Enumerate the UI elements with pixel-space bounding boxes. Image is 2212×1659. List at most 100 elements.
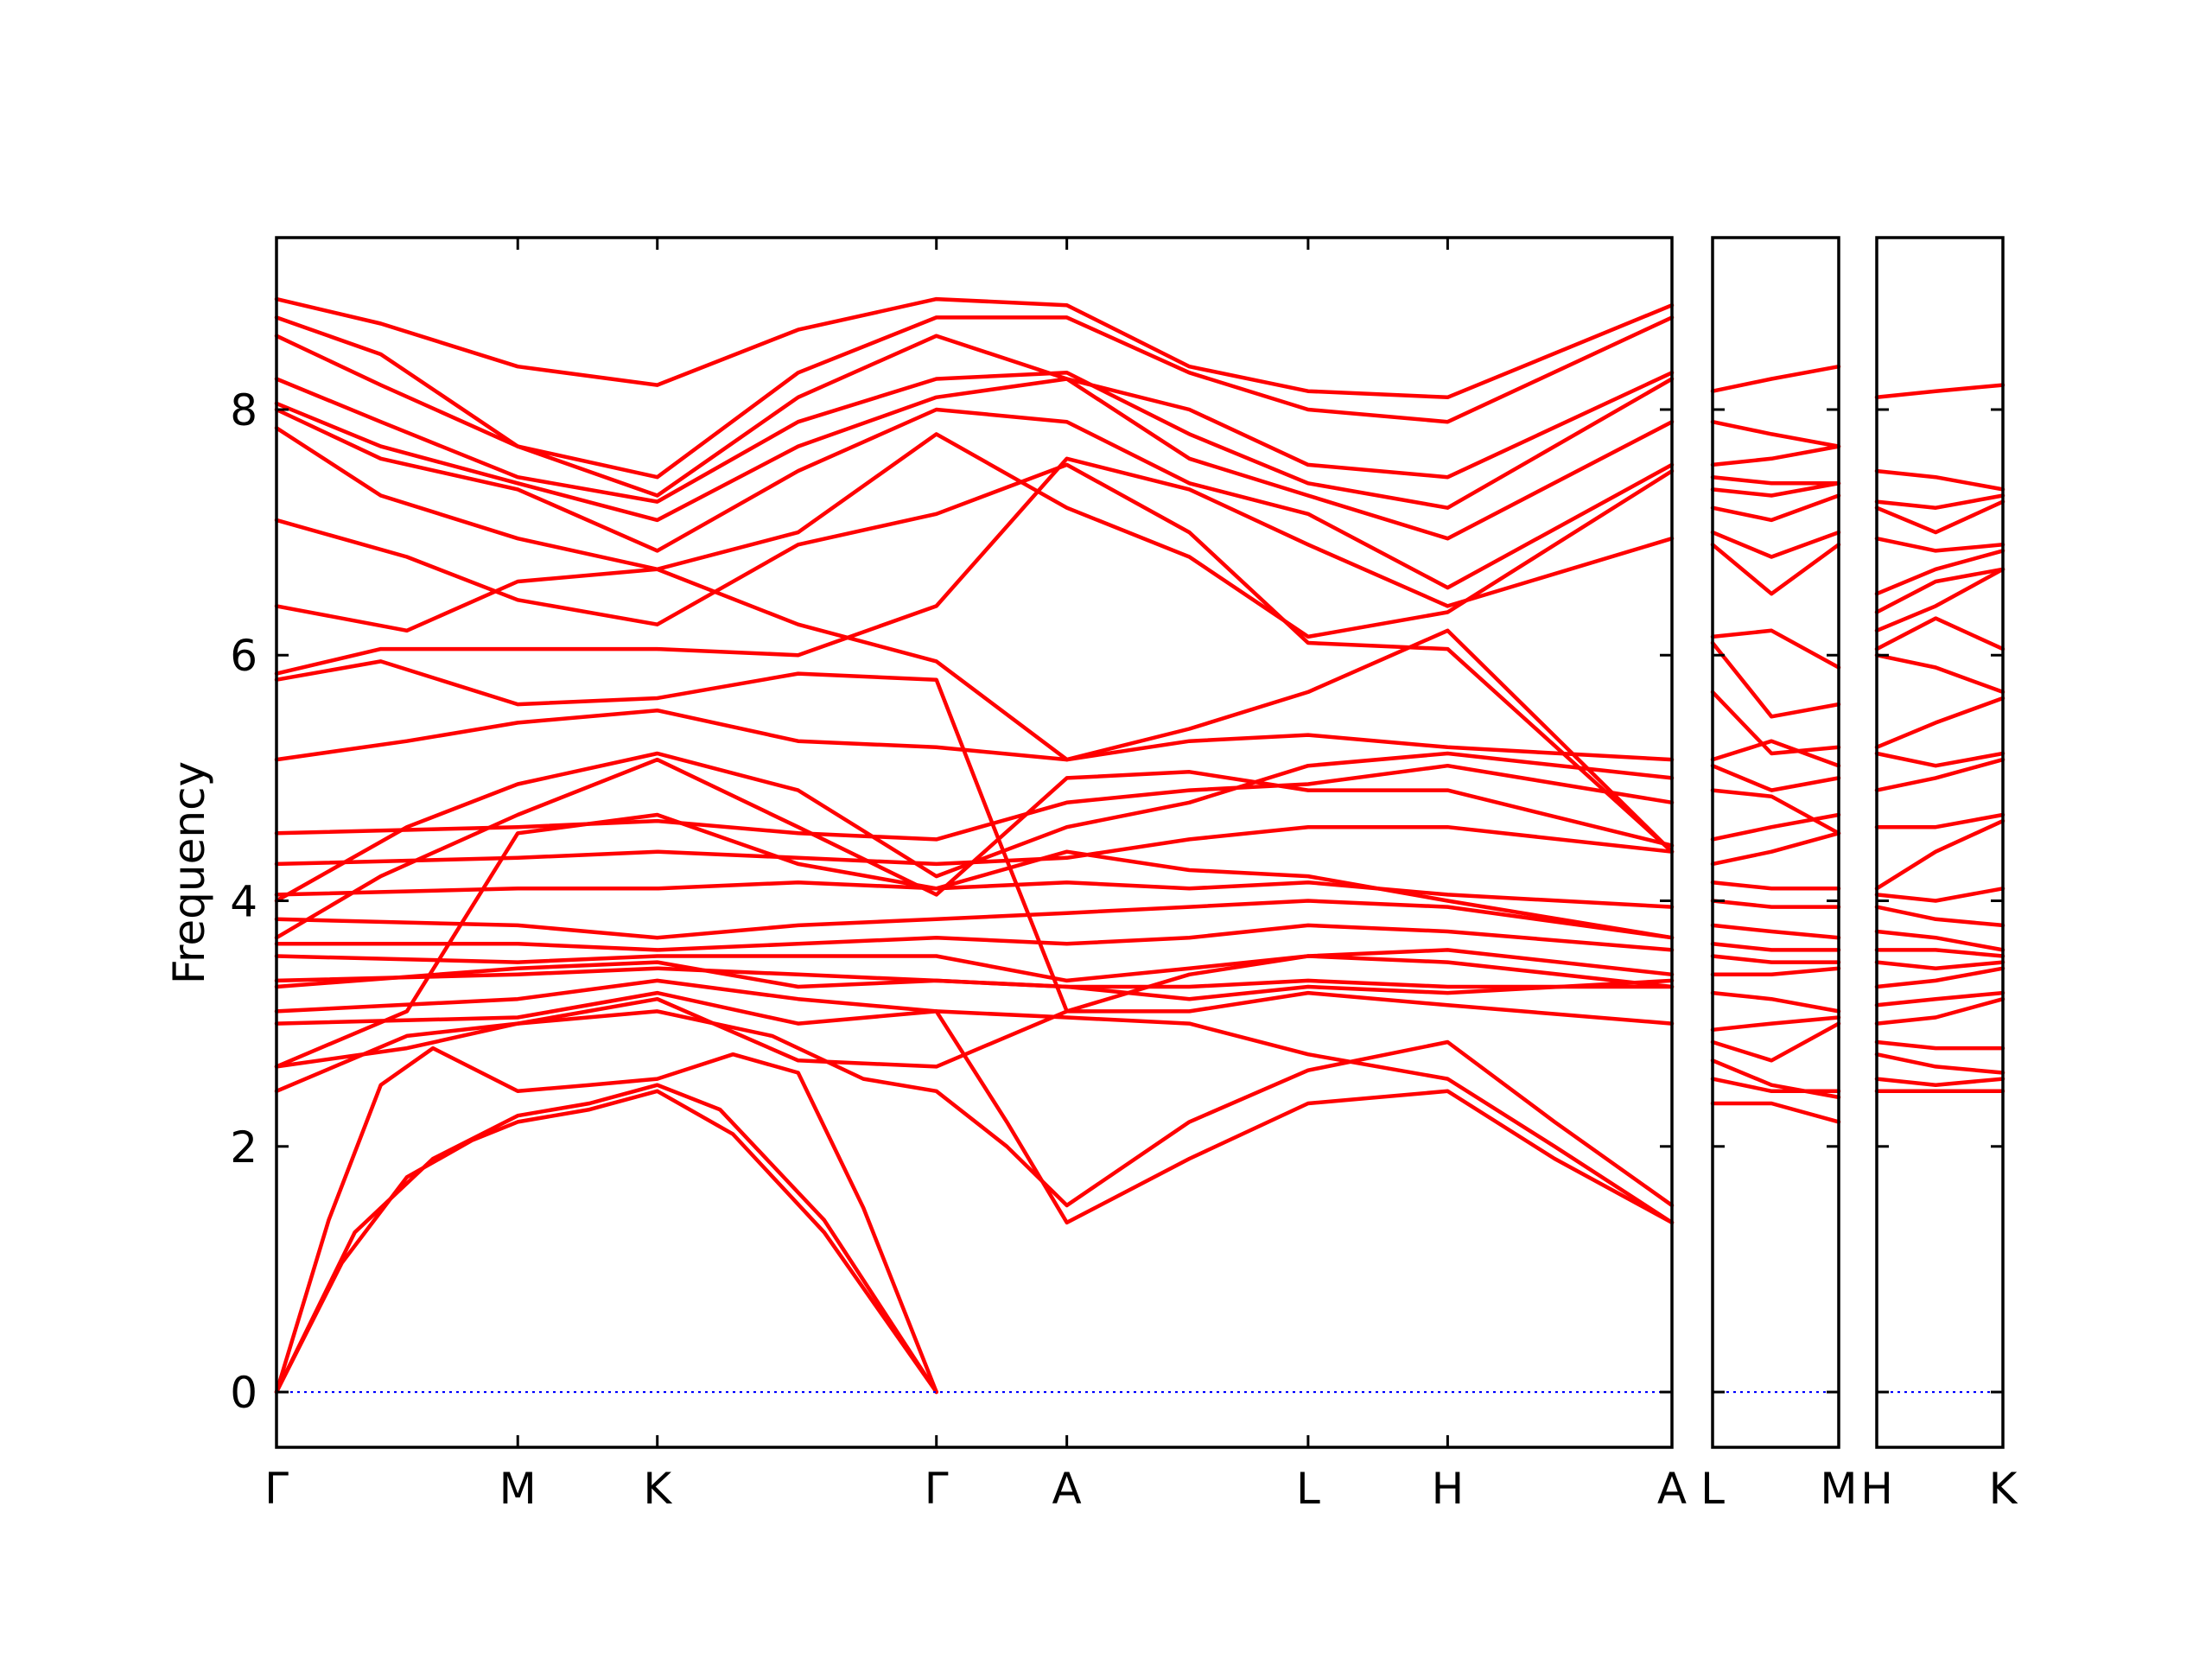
band-line [1710, 923, 1841, 940]
y-tick-label: 4 [230, 877, 257, 927]
band-line [1710, 990, 1841, 1014]
band-line [274, 567, 1675, 854]
band-line [1874, 996, 2005, 1026]
band-line [1710, 543, 1841, 596]
band-line [1874, 696, 2005, 750]
band-line [1874, 1077, 2005, 1087]
band-line [274, 1089, 938, 1395]
y-tick-label: 2 [230, 1122, 257, 1173]
band-line [1874, 990, 2005, 1007]
band-line [274, 659, 1675, 1014]
band-line [274, 334, 1675, 498]
band-line [1874, 567, 2005, 614]
band-line [274, 1083, 938, 1395]
x-tick-label: A [1657, 1464, 1687, 1514]
band-line [1874, 818, 2005, 891]
band-line [1710, 1021, 1841, 1063]
band-line [274, 751, 1675, 903]
band-line [1874, 929, 2005, 952]
band-line [1710, 364, 1841, 393]
x-tick-label: M [1820, 1464, 1857, 1514]
panel-1: 0 2 4 6 8 Γ M K Γ A L H A [230, 236, 1687, 1514]
band-line [274, 990, 1675, 1069]
band-line [1874, 493, 2005, 510]
y-axis-label: Frequency [164, 761, 214, 984]
band-line [1710, 493, 1841, 523]
band-line [1710, 1101, 1841, 1124]
band-line [1710, 880, 1841, 891]
band-line [1710, 899, 1841, 909]
band-line [274, 708, 1675, 762]
band-line [274, 407, 1675, 590]
band-line [1710, 739, 1841, 768]
band-line [274, 315, 1675, 480]
band-line [1874, 468, 2005, 492]
band-line [274, 960, 1675, 1001]
x-tick-label: K [1989, 1464, 2018, 1514]
x-tick-label: A [1052, 1464, 1082, 1514]
band-line [274, 426, 1675, 639]
band-line [274, 371, 1675, 510]
x-tick-label: M [499, 1464, 537, 1514]
x-tick-label: H [1432, 1464, 1465, 1514]
band-line [274, 296, 1675, 400]
band-line [1710, 419, 1841, 448]
band-line [274, 978, 1675, 1225]
band-line [274, 377, 1675, 541]
x-tick-label: L [1700, 1464, 1725, 1514]
band-line [274, 923, 1675, 952]
band-line [274, 1009, 1675, 1208]
band-line [274, 948, 1675, 983]
band-line [274, 812, 1675, 1069]
band-line [1710, 954, 1841, 964]
band-line [1874, 757, 2005, 792]
band-line [1710, 1058, 1841, 1100]
band-line [1874, 948, 2005, 958]
band-line [1874, 1039, 2005, 1051]
band-line [1710, 628, 1841, 670]
band-line [1710, 831, 1841, 867]
band-line [1874, 905, 2005, 928]
band-line [1874, 1052, 2005, 1075]
band-line [1710, 1077, 1841, 1094]
band-line [1874, 960, 2005, 970]
band-line [274, 462, 1675, 854]
axes-frame [1875, 236, 2005, 1449]
band-line [274, 899, 1675, 940]
band-line [1710, 530, 1841, 559]
band-line [1710, 690, 1841, 756]
band-line [1874, 549, 2005, 596]
band-line [1710, 788, 1841, 836]
band-line [1874, 383, 2005, 400]
x-tick-label: H [1860, 1464, 1893, 1514]
band-line [1710, 763, 1841, 792]
band-line [1710, 942, 1841, 952]
axes-frame [1711, 236, 1840, 1449]
y-tick-label: 8 [230, 385, 257, 435]
band-line [1874, 567, 2005, 633]
band-line [274, 824, 1675, 867]
band-line [1874, 887, 2005, 903]
x-tick-label: Γ [264, 1464, 289, 1514]
band-line [1874, 499, 2005, 535]
band-line [274, 1046, 938, 1395]
band-line [1874, 652, 2005, 695]
band-line [1874, 536, 2005, 553]
band-line [1710, 1015, 1841, 1033]
band-line [1710, 444, 1841, 467]
band-line [1710, 474, 1841, 486]
band-line [274, 757, 1675, 940]
x-tick-label: Γ [925, 1464, 949, 1514]
y-tick-label: 0 [230, 1368, 257, 1418]
band-line [1874, 751, 2005, 768]
band-line [1710, 481, 1841, 498]
band-line [1874, 616, 2005, 652]
band-line [1874, 812, 2005, 830]
band-line [1710, 812, 1841, 842]
band-line [274, 990, 1675, 1225]
band-line [1710, 640, 1841, 719]
